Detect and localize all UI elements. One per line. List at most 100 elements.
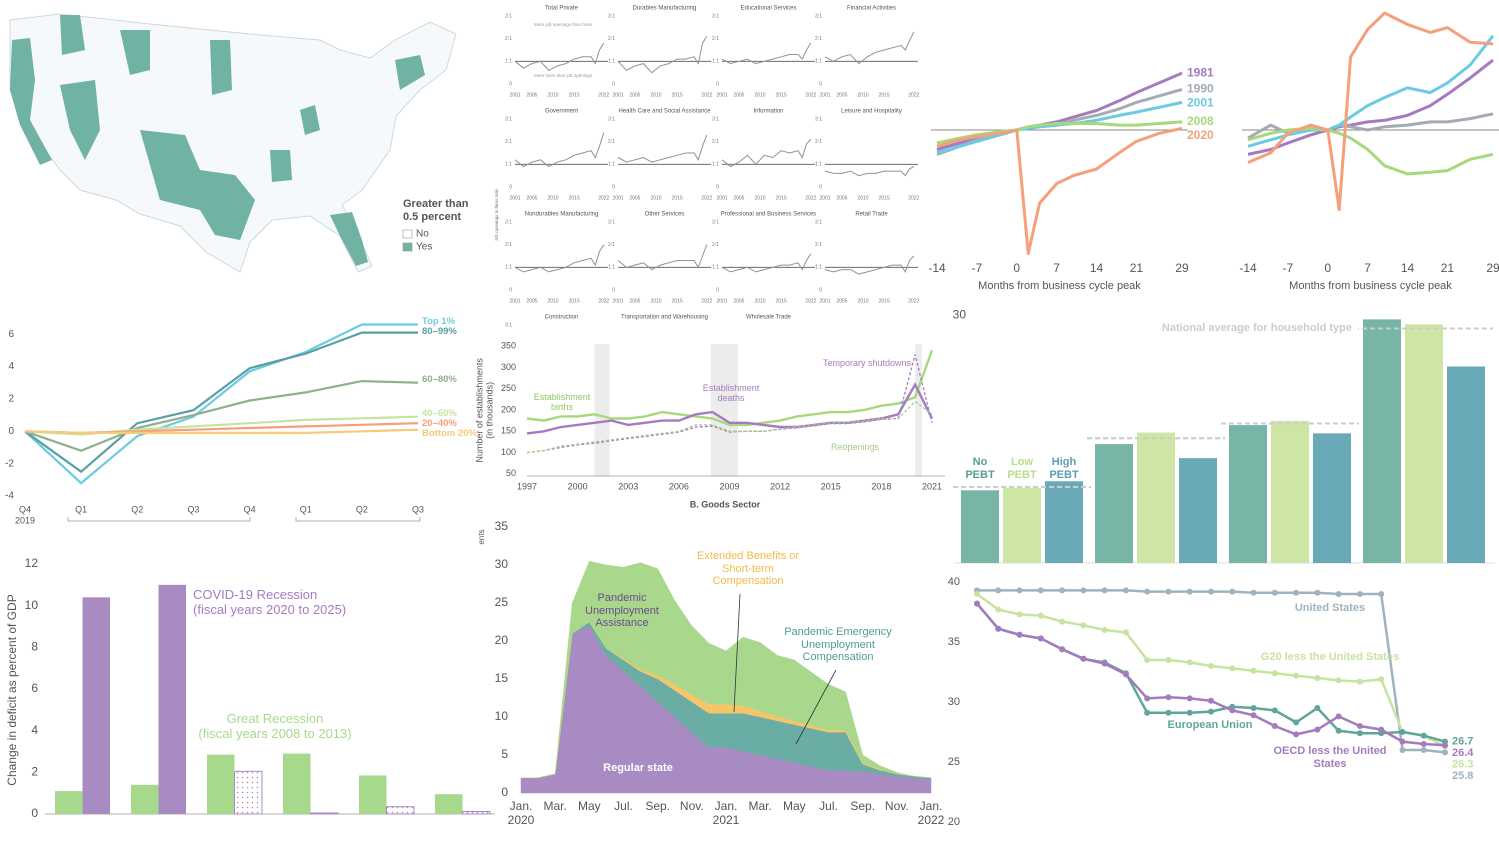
y-tick-label: 3:1	[505, 322, 512, 328]
marker	[1335, 727, 1342, 734]
marker	[1144, 695, 1151, 702]
y-tick-label: 0	[819, 81, 822, 87]
x-tick-label: 1997	[517, 481, 537, 491]
y-tick-label: 0	[509, 81, 512, 87]
x-tick-label: 2022	[908, 92, 919, 98]
y-tick-label: 3:1	[815, 219, 822, 225]
x-tick-label: Sep.	[850, 799, 875, 813]
marker	[1420, 732, 1427, 739]
panel-line	[824, 31, 915, 65]
x-tick-label: 2001	[612, 92, 623, 98]
y-tick-label: 2:1	[815, 242, 822, 248]
y-tick-label: 20	[495, 633, 509, 647]
map-region	[210, 40, 232, 95]
x-tick-label: Q3	[187, 504, 199, 514]
legend-label: Low PEBT	[1007, 456, 1037, 481]
y-tick-label: 0	[819, 287, 822, 293]
marker	[1208, 697, 1214, 704]
marker	[1271, 589, 1278, 596]
annotation: National average for household type	[1162, 322, 1352, 334]
bar	[310, 812, 339, 815]
marker	[1101, 660, 1108, 667]
bar	[234, 770, 263, 815]
map-legend-title: Greater than 0.5 percent	[403, 198, 469, 223]
x-tick-label: 2003	[618, 481, 638, 491]
x-tick-label: 2010	[650, 195, 661, 201]
x-tick-label: 29	[1486, 261, 1499, 275]
x-tick-label: 14	[1401, 261, 1415, 275]
series-label: 1990	[1187, 82, 1214, 96]
x-tick-label: Q1	[75, 504, 87, 514]
marker	[1271, 707, 1278, 714]
bar	[55, 791, 83, 814]
y-tick-label: 1:1	[712, 265, 719, 271]
series-label: 80–99%	[422, 326, 457, 337]
end-value-label: 26.4	[1452, 747, 1474, 759]
panel-title: Leisure and Hospitality	[841, 109, 902, 115]
x-tick-label: 2022	[598, 92, 609, 98]
series-label: Establishment deaths	[702, 383, 760, 404]
marker	[1250, 667, 1257, 674]
panel-title: Government	[545, 109, 578, 115]
series-line	[936, 126, 1183, 255]
bar	[1003, 487, 1041, 563]
y-tick-label: 2:1	[815, 36, 822, 42]
x-tick-label: 21	[1130, 261, 1144, 275]
y-tick-label: 0	[716, 81, 719, 87]
y-tick-label: 2:1	[505, 139, 512, 145]
panel-line	[824, 166, 915, 177]
x-tick-label: 2001	[716, 195, 727, 201]
x-tick-label: 2010	[754, 92, 765, 98]
marker	[1229, 588, 1236, 595]
x-tick-label: 2005	[526, 298, 537, 304]
x-tick-label: 2005	[836, 298, 847, 304]
bar	[1363, 319, 1401, 563]
marker	[1356, 678, 1363, 685]
series-label: OECD less the United States	[1273, 745, 1387, 770]
y-tick-label: 6	[8, 329, 14, 340]
marker	[1016, 631, 1023, 638]
x-tick-label: 2015	[776, 195, 787, 201]
y-tick-label: 4	[31, 723, 38, 737]
series-line	[24, 331, 418, 474]
map-region	[120, 30, 150, 75]
y-tick-label: 0	[31, 806, 38, 820]
bracket	[67, 517, 251, 522]
series-label: Top 1%	[422, 316, 456, 327]
x-tick-label: 2005	[629, 92, 640, 98]
x-tick-label: Q4	[19, 504, 31, 514]
x-tick-label: 2022	[908, 195, 919, 201]
x-tick-label: 2010	[857, 298, 868, 304]
y-tick-label: 150	[501, 426, 516, 436]
y-tick-label: 250	[501, 383, 516, 393]
marker	[1314, 589, 1321, 596]
x-tick-label: 2015	[879, 92, 890, 98]
series-line	[1247, 34, 1495, 148]
legend-label: Yes	[416, 242, 432, 253]
x-tick-label: 2022	[701, 298, 712, 304]
y-tick-label: 3:1	[505, 116, 512, 122]
x-tick-label: 2001	[509, 298, 520, 304]
marker	[1186, 659, 1193, 666]
x-tick-label: 2001	[716, 298, 727, 304]
marker	[1165, 657, 1172, 663]
marker	[1208, 708, 1214, 715]
marker	[1144, 709, 1151, 716]
x-tick-label: Q4	[244, 504, 256, 514]
series-line	[24, 428, 419, 434]
marker	[1250, 705, 1257, 711]
y-tick-label: 1:1	[608, 162, 615, 168]
panel-line	[514, 132, 605, 168]
marker	[1420, 747, 1427, 753]
marker	[1378, 591, 1385, 597]
x-tick-label: 21	[1441, 261, 1455, 275]
y-axis-label: Change in deficit as percent of GDP	[5, 594, 19, 785]
marker	[1165, 588, 1172, 595]
pointer-line	[733, 593, 741, 713]
x-tick-label: 2021	[922, 481, 942, 491]
y-tick-label: 3:1	[712, 116, 719, 122]
panel-line	[721, 139, 812, 168]
panel-line	[721, 253, 812, 273]
bar	[359, 775, 387, 814]
x-tick-label: 7	[1364, 261, 1371, 275]
